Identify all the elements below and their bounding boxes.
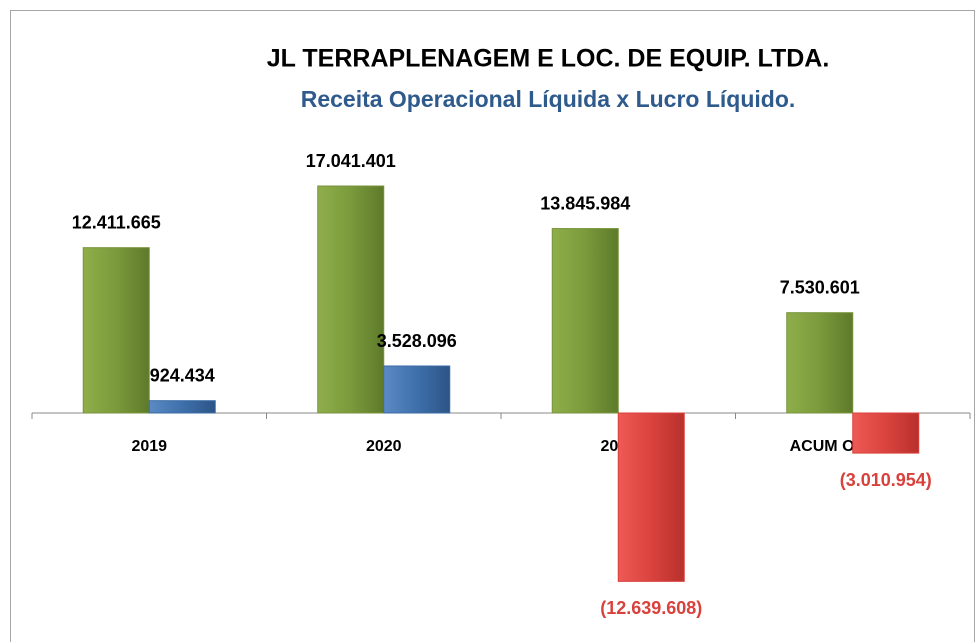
- bar: [82, 247, 150, 414]
- bar: [148, 400, 216, 414]
- chart-subtitle: Receita Operacional Líquida x Lucro Líqu…: [301, 86, 796, 112]
- data-label: (3.010.954): [840, 470, 932, 490]
- data-label: 7.530.601: [780, 277, 860, 297]
- x-tick-label: 2020: [366, 438, 402, 455]
- data-label: 3.528.096: [377, 331, 457, 351]
- data-label: (12.639.608): [600, 598, 702, 618]
- data-label: 924.434: [150, 365, 215, 385]
- chart-title: JL TERRAPLENAGEM E LOC. DE EQUIP. LTDA.: [267, 45, 830, 73]
- bar: [383, 365, 451, 414]
- data-label: 12.411.665: [72, 212, 161, 232]
- bar: [317, 185, 385, 414]
- data-label: 17.041.401: [306, 151, 396, 171]
- bar: [786, 312, 854, 414]
- x-tick-label: 2019: [131, 438, 167, 455]
- bar: [852, 412, 920, 454]
- bar: [617, 412, 685, 582]
- data-label: 13.845.984: [540, 193, 630, 213]
- bar: [551, 228, 619, 414]
